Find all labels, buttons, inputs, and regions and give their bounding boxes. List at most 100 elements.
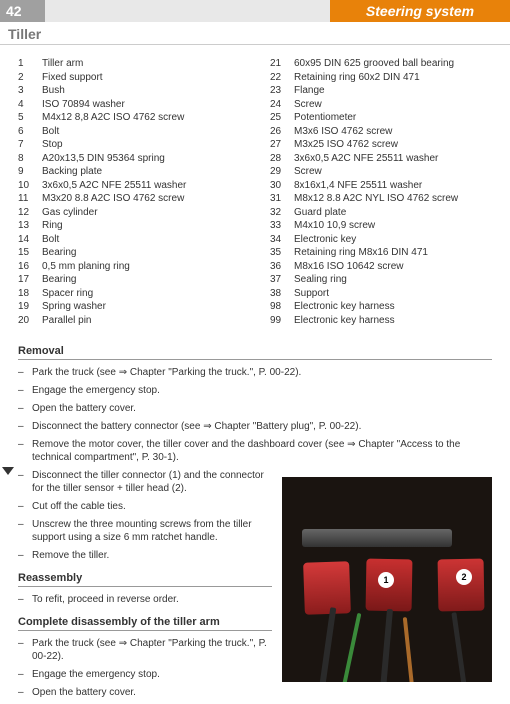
parts-row: 11M3x20 8.8 A2C ISO 4762 screw bbox=[18, 192, 240, 206]
part-label: 0,5 mm planing ring bbox=[42, 260, 240, 274]
part-number: 15 bbox=[18, 246, 42, 260]
parts-row: 26M3x6 ISO 4762 screw bbox=[270, 125, 492, 139]
step-text: To refit, proceed in reverse order. bbox=[32, 593, 272, 606]
parts-row: 17Bearing bbox=[18, 273, 240, 287]
step-item: –Disconnect the tiller connector (1) and… bbox=[18, 469, 272, 495]
step-item: –Remove the motor cover, the tiller cove… bbox=[18, 438, 492, 464]
parts-row: 36M8x16 ISO 10642 screw bbox=[270, 260, 492, 274]
part-number: 12 bbox=[18, 206, 42, 220]
part-label: M4x12 8,8 A2C ISO 4762 screw bbox=[42, 111, 240, 125]
part-label: M8x12 8.8 A2C NYL ISO 4762 screw bbox=[294, 192, 492, 206]
part-number: 3 bbox=[18, 84, 42, 98]
part-label: Bolt bbox=[42, 233, 240, 247]
part-label: 8x16x1,4 NFE 25511 washer bbox=[294, 179, 492, 193]
part-number: 4 bbox=[18, 98, 42, 112]
section-subtitle: Tiller bbox=[0, 22, 510, 45]
parts-row: 25Potentiometer bbox=[270, 111, 492, 125]
part-number: 33 bbox=[270, 219, 294, 233]
part-number: 38 bbox=[270, 287, 294, 301]
reassembly-steps: –To refit, proceed in reverse order. bbox=[18, 593, 272, 606]
parts-row: 160,5 mm planing ring bbox=[18, 260, 240, 274]
step-text: Open the battery cover. bbox=[32, 686, 272, 699]
part-label: Guard plate bbox=[294, 206, 492, 220]
dash-icon: – bbox=[18, 402, 32, 415]
step-text: Open the battery cover. bbox=[32, 402, 492, 415]
content-area: 1Tiller arm2Fixed support3Bush4ISO 70894… bbox=[0, 57, 510, 704]
parts-col-right: 2160x95 DIN 625 grooved ball bearing22Re… bbox=[270, 57, 492, 327]
part-label: 60x95 DIN 625 grooved ball bearing bbox=[294, 57, 492, 71]
step-item: –Open the battery cover. bbox=[18, 402, 492, 415]
wire bbox=[377, 609, 393, 682]
step-text: Disconnect the battery connector (see ⇒ … bbox=[32, 420, 492, 433]
wire bbox=[314, 607, 337, 682]
part-number: 28 bbox=[270, 152, 294, 166]
step-item: –Engage the emergency stop. bbox=[18, 668, 272, 681]
part-number: 19 bbox=[18, 300, 42, 314]
part-number: 99 bbox=[270, 314, 294, 328]
part-number: 98 bbox=[270, 300, 294, 314]
step-item: –Remove the tiller. bbox=[18, 549, 272, 562]
part-number: 14 bbox=[18, 233, 42, 247]
parts-row: 4ISO 70894 washer bbox=[18, 98, 240, 112]
part-number: 7 bbox=[18, 138, 42, 152]
parts-row: 34Electronic key bbox=[270, 233, 492, 247]
part-label: Ring bbox=[42, 219, 240, 233]
part-number: 25 bbox=[270, 111, 294, 125]
part-number: 18 bbox=[18, 287, 42, 301]
parts-row: 1Tiller arm bbox=[18, 57, 240, 71]
part-label: Gas cylinder bbox=[42, 206, 240, 220]
part-label: 3x6x0,5 A2C NFE 25511 washer bbox=[294, 152, 492, 166]
parts-row: 6Bolt bbox=[18, 125, 240, 139]
part-number: 8 bbox=[18, 152, 42, 166]
wire bbox=[403, 617, 417, 682]
part-label: Stop bbox=[42, 138, 240, 152]
callout-1: 1 bbox=[378, 572, 394, 588]
part-label: Bearing bbox=[42, 273, 240, 287]
part-number: 9 bbox=[18, 165, 42, 179]
step-item: –Cut off the cable ties. bbox=[18, 500, 272, 513]
part-label: Sealing ring bbox=[294, 273, 492, 287]
dash-icon: – bbox=[18, 366, 32, 379]
page-number: 42 bbox=[0, 0, 45, 22]
part-number: 16 bbox=[18, 260, 42, 274]
part-label: Fixed support bbox=[42, 71, 240, 85]
reassembly-heading: Reassembly bbox=[18, 572, 272, 587]
step-item: –Park the truck (see ⇒ Chapter "Parking … bbox=[18, 637, 272, 663]
part-label: Screw bbox=[294, 165, 492, 179]
step-text: Engage the emergency stop. bbox=[32, 668, 272, 681]
part-number: 23 bbox=[270, 84, 294, 98]
parts-row: 98Electronic key harness bbox=[270, 300, 492, 314]
step-text: Park the truck (see ⇒ Chapter "Parking t… bbox=[32, 366, 492, 379]
parts-row: 9Backing plate bbox=[18, 165, 240, 179]
parts-row: 3Bush bbox=[18, 84, 240, 98]
parts-row: 35Retaining ring M8x16 DIN 471 bbox=[270, 246, 492, 260]
part-number: 2 bbox=[18, 71, 42, 85]
disassembly-steps: –Park the truck (see ⇒ Chapter "Parking … bbox=[18, 637, 272, 699]
parts-row: 24Screw bbox=[270, 98, 492, 112]
parts-row: 15Bearing bbox=[18, 246, 240, 260]
part-label: Electronic key harness bbox=[294, 300, 492, 314]
part-label: M8x16 ISO 10642 screw bbox=[294, 260, 492, 274]
header-spacer bbox=[45, 0, 330, 22]
step-item: –Open the battery cover. bbox=[18, 686, 272, 699]
parts-row: 103x6x0,5 A2C NFE 25511 washer bbox=[18, 179, 240, 193]
dash-icon: – bbox=[18, 593, 32, 606]
part-number: 17 bbox=[18, 273, 42, 287]
step-item: –Park the truck (see ⇒ Chapter "Parking … bbox=[18, 366, 492, 379]
parts-row: 5M4x12 8,8 A2C ISO 4762 screw bbox=[18, 111, 240, 125]
step-text: Cut off the cable ties. bbox=[32, 500, 272, 513]
parts-row: 8A20x13,5 DIN 95364 spring bbox=[18, 152, 240, 166]
part-number: 6 bbox=[18, 125, 42, 139]
part-label: ISO 70894 washer bbox=[42, 98, 240, 112]
parts-row: 283x6x0,5 A2C NFE 25511 washer bbox=[270, 152, 492, 166]
dash-icon: – bbox=[18, 469, 32, 495]
part-number: 11 bbox=[18, 192, 42, 206]
dash-icon: – bbox=[18, 549, 32, 562]
lower-area: –Disconnect the tiller connector (1) and… bbox=[18, 469, 492, 704]
part-label: Bolt bbox=[42, 125, 240, 139]
part-label: Retaining ring 60x2 DIN 471 bbox=[294, 71, 492, 85]
callout-2: 2 bbox=[456, 569, 472, 585]
part-label: M3x6 ISO 4762 screw bbox=[294, 125, 492, 139]
parts-row: 20Parallel pin bbox=[18, 314, 240, 328]
part-label: Potentiometer bbox=[294, 111, 492, 125]
